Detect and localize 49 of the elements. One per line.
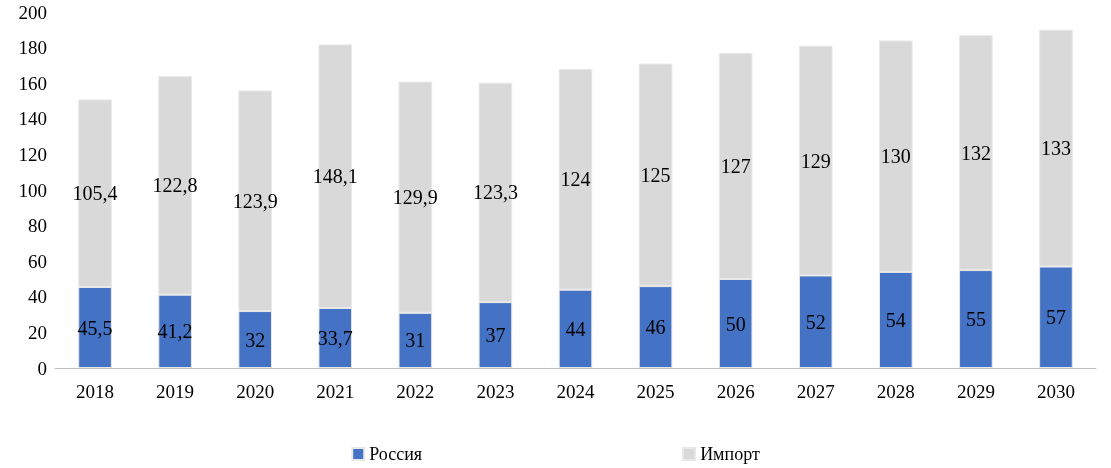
x-tick-label: 2025	[636, 381, 675, 402]
x-tick-label: 2021	[316, 381, 355, 402]
data-label: 130	[880, 145, 911, 168]
y-tick-label: 0	[37, 357, 47, 379]
data-label: 54	[885, 308, 906, 331]
y-tick-label: 60	[28, 250, 47, 272]
data-label: 132	[960, 141, 991, 164]
data-label: 127	[720, 154, 751, 177]
y-tick-label: 80	[28, 215, 47, 237]
legend-label: Россия	[369, 444, 423, 464]
x-tick-label: 2020	[236, 381, 275, 402]
y-tick-label: 180	[18, 37, 47, 59]
data-label: 105,4	[72, 182, 118, 205]
y-tick-label: 20	[28, 321, 47, 343]
data-label: 148,1	[312, 165, 358, 188]
data-label: 52	[805, 310, 826, 333]
data-label: 57	[1045, 306, 1066, 329]
data-label: 46	[645, 316, 666, 339]
data-label: 129,9	[392, 186, 438, 209]
x-tick-label: 2030	[1036, 381, 1075, 402]
x-tick-label: 2018	[76, 381, 115, 402]
data-label: 55	[965, 308, 986, 331]
data-label: 122,8	[152, 174, 198, 197]
y-tick-label: 40	[28, 286, 47, 308]
x-tick-label: 2024	[556, 381, 595, 402]
y-tick-label: 140	[18, 108, 47, 130]
x-tick-label: 2027	[796, 381, 835, 402]
x-tick-label: 2029	[956, 381, 995, 402]
data-label: 123,3	[472, 181, 518, 204]
data-label: 123,9	[232, 189, 278, 212]
data-label: 32	[245, 328, 266, 351]
legend-label: Импорт	[700, 444, 760, 464]
data-label: 44	[565, 317, 586, 340]
data-label: 31	[405, 329, 426, 352]
x-tick-label: 2028	[876, 381, 915, 402]
y-tick-label: 200	[18, 1, 47, 23]
x-tick-label: 2022	[396, 381, 435, 402]
data-label: 50	[725, 312, 746, 335]
data-label: 129	[800, 149, 831, 172]
y-tick-label: 120	[18, 143, 47, 165]
data-label: 124	[560, 168, 591, 191]
data-label: 125	[640, 163, 671, 186]
data-label: 37	[485, 324, 506, 347]
x-tick-label: 2019	[156, 381, 195, 402]
y-tick-label: 100	[18, 179, 47, 201]
y-tick-label: 160	[18, 72, 47, 94]
x-tick-label: 2023	[476, 381, 515, 402]
x-tick-label: 2026	[716, 381, 755, 402]
data-label: 133	[1040, 137, 1071, 160]
